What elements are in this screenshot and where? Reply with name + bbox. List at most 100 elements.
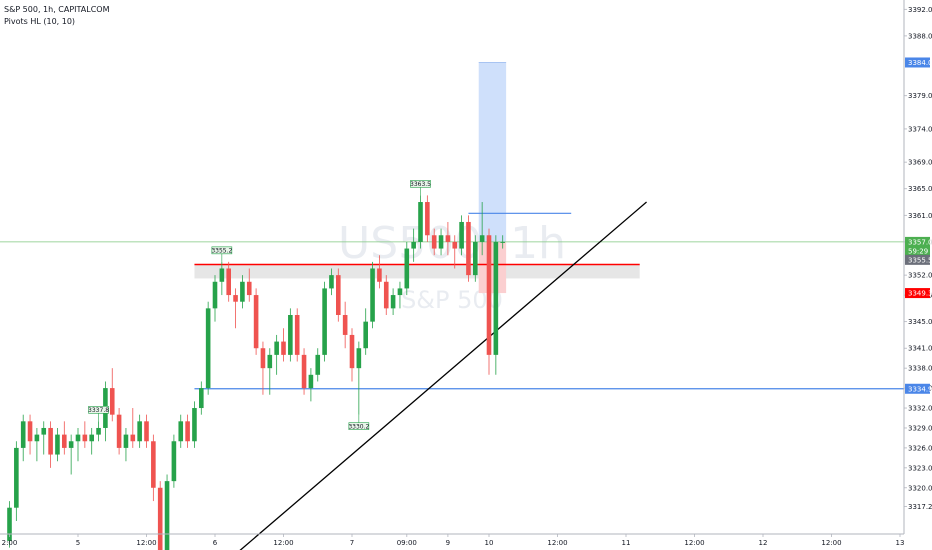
target-zone[interactable] bbox=[478, 62, 507, 242]
y-tick-label: 3326.0 bbox=[908, 444, 932, 452]
candle-body bbox=[425, 202, 430, 236]
candle bbox=[130, 408, 136, 448]
x-tick-label: 12:00 bbox=[273, 539, 293, 547]
candle bbox=[27, 414, 33, 455]
y-tick-label: 3323.0 bbox=[908, 464, 932, 472]
price-tag-bg bbox=[905, 383, 930, 394]
candle bbox=[281, 328, 286, 362]
candle bbox=[62, 421, 67, 455]
candle-body bbox=[329, 275, 334, 289]
pivot-labels: 3337.8 3355.2 3330.2 3363.5 bbox=[88, 180, 431, 430]
candle bbox=[82, 421, 88, 448]
candle-body bbox=[41, 427, 47, 435]
candle bbox=[431, 228, 437, 256]
candle-body bbox=[144, 421, 149, 442]
candle bbox=[452, 235, 458, 269]
candle-body bbox=[445, 235, 451, 242]
candle-body bbox=[14, 447, 19, 508]
y-tick-label: 3374.0 bbox=[908, 125, 932, 133]
y-tick-label: 3365.0 bbox=[908, 185, 932, 193]
candle bbox=[164, 474, 170, 550]
candle bbox=[267, 348, 273, 395]
pivot-box bbox=[211, 246, 233, 255]
candle bbox=[75, 427, 81, 462]
candle bbox=[445, 221, 451, 256]
candle-body bbox=[123, 434, 129, 448]
pivot-box bbox=[410, 180, 431, 188]
x-tick-label: 09:00 bbox=[397, 539, 417, 547]
candle bbox=[41, 421, 47, 455]
candle bbox=[315, 348, 321, 382]
x-tick-label: 12:00 bbox=[136, 539, 156, 547]
candle-body bbox=[171, 441, 177, 482]
candle bbox=[336, 268, 341, 322]
candle-body bbox=[274, 341, 279, 355]
candle-body bbox=[308, 374, 314, 389]
price-tag-label: 3355.5 bbox=[908, 256, 932, 264]
candle bbox=[397, 281, 403, 309]
drawing-lines bbox=[0, 201, 904, 550]
candle-body bbox=[192, 408, 197, 442]
candle bbox=[260, 341, 266, 395]
price-tag: 3357.0 bbox=[905, 236, 932, 247]
drawing-zones bbox=[194, 61, 640, 294]
y-tick-label: 3338.0 bbox=[908, 365, 932, 373]
candle bbox=[383, 275, 389, 315]
candle bbox=[89, 427, 94, 455]
x-tick-label: 12 bbox=[759, 539, 768, 547]
candle-body bbox=[336, 275, 341, 315]
candle-body bbox=[109, 388, 115, 415]
candle bbox=[500, 235, 505, 249]
x-tick-label: 12:00 bbox=[821, 539, 841, 547]
candle-body bbox=[164, 481, 170, 550]
indicator-title[interactable]: Pivots HL (10, 10) bbox=[4, 17, 76, 26]
candle-body bbox=[383, 281, 389, 309]
symbol-title[interactable]: S&P 500, 1h, CAPITALCOM bbox=[4, 5, 110, 14]
candle bbox=[486, 228, 492, 375]
candle bbox=[370, 261, 375, 329]
pivot-label: 3355.2 bbox=[211, 246, 233, 262]
pivot-box bbox=[348, 422, 370, 430]
candle bbox=[322, 281, 327, 362]
x-tick-label: 9 bbox=[446, 539, 450, 547]
candle bbox=[20, 414, 26, 462]
candle-body bbox=[137, 421, 142, 442]
candle bbox=[7, 501, 12, 548]
resistance-zone[interactable] bbox=[194, 264, 640, 279]
candle bbox=[390, 288, 396, 315]
candle bbox=[192, 401, 197, 448]
candle bbox=[109, 368, 115, 422]
candle bbox=[349, 328, 355, 382]
candle bbox=[418, 195, 423, 249]
candle-body bbox=[500, 241, 505, 243]
y-tick-label: 3317.2 bbox=[908, 503, 932, 511]
candle bbox=[123, 427, 129, 462]
candle bbox=[68, 434, 74, 475]
candle-body bbox=[48, 427, 53, 455]
price-tag: 3355.5 bbox=[905, 254, 932, 265]
x-tick-label: 7 bbox=[350, 539, 354, 547]
candle-body bbox=[82, 434, 88, 442]
y-tick-label: 3388.0 bbox=[908, 32, 932, 40]
candle bbox=[363, 308, 368, 355]
pivot-label: 3330.2 bbox=[348, 414, 370, 430]
candle-body bbox=[75, 434, 81, 442]
candle-body bbox=[390, 295, 396, 309]
candle-body bbox=[246, 281, 252, 296]
price-tag-bg bbox=[905, 254, 930, 265]
candle-body bbox=[438, 235, 444, 249]
y-tick-label: 3341.0 bbox=[908, 345, 932, 353]
stop-zone[interactable] bbox=[478, 241, 507, 294]
candle bbox=[96, 421, 101, 442]
candle bbox=[308, 368, 314, 402]
x-tick-label: 6 bbox=[213, 539, 218, 547]
x-tick-label: 12:00 bbox=[684, 539, 704, 547]
candle-body bbox=[493, 241, 499, 355]
pivot-value: 3337.8 bbox=[88, 407, 109, 414]
candle bbox=[185, 414, 190, 448]
candle-body bbox=[68, 441, 74, 448]
candle-body bbox=[151, 441, 156, 488]
trendline[interactable] bbox=[236, 201, 647, 550]
candle bbox=[246, 268, 252, 302]
